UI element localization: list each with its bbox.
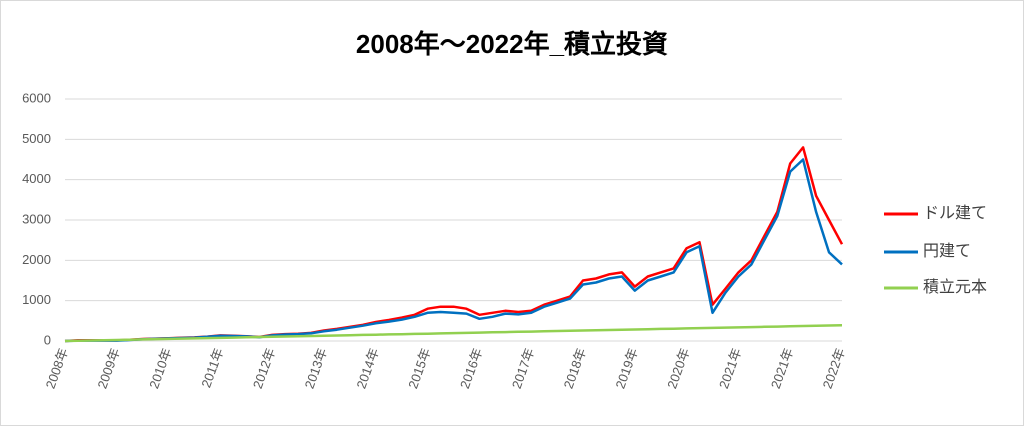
- y-tick-label: 4000: [22, 171, 51, 186]
- y-tick-label: 1000: [22, 292, 51, 307]
- legend-label: 積立元本: [923, 278, 987, 296]
- chart-title: 2008年～2022年_積立投資: [356, 29, 668, 59]
- y-tick-label: 5000: [22, 131, 51, 146]
- y-tick-label: 0: [44, 332, 51, 347]
- series-line: [64, 324, 843, 343]
- legend-label: ドル建て: [923, 204, 987, 222]
- legend-label: 円建て: [923, 242, 971, 260]
- y-tick-label: 3000: [22, 211, 51, 226]
- y-tick-label: 6000: [22, 90, 51, 105]
- y-tick-label: 2000: [22, 252, 51, 267]
